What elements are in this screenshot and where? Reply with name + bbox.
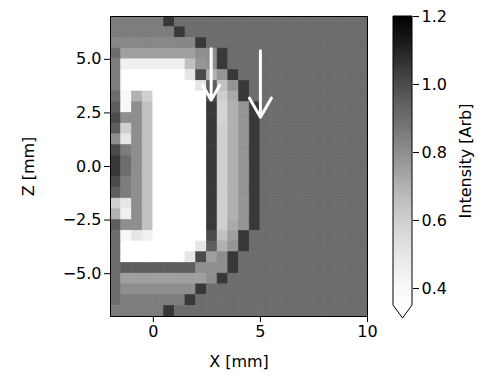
svg-text:5: 5 bbox=[255, 322, 265, 341]
svg-text:X [mm]: X [mm] bbox=[209, 352, 269, 371]
svg-text:0.4: 0.4 bbox=[422, 279, 447, 298]
svg-text:1.2: 1.2 bbox=[422, 7, 447, 26]
svg-text:−5.0: −5.0 bbox=[63, 264, 102, 283]
svg-text:5.0: 5.0 bbox=[76, 49, 101, 68]
svg-text:Z [mm]: Z [mm] bbox=[19, 137, 38, 197]
svg-text:0: 0 bbox=[148, 322, 158, 341]
svg-text:−2.5: −2.5 bbox=[63, 210, 102, 229]
svg-text:0.8: 0.8 bbox=[422, 143, 447, 162]
svg-text:1.0: 1.0 bbox=[422, 75, 447, 94]
svg-text:10: 10 bbox=[357, 322, 377, 341]
svg-text:0.6: 0.6 bbox=[422, 211, 447, 230]
svg-text:2.5: 2.5 bbox=[76, 103, 101, 122]
svg-text:0.0: 0.0 bbox=[76, 157, 101, 176]
svg-text:Intensity [Arb]: Intensity [Arb] bbox=[456, 104, 475, 219]
